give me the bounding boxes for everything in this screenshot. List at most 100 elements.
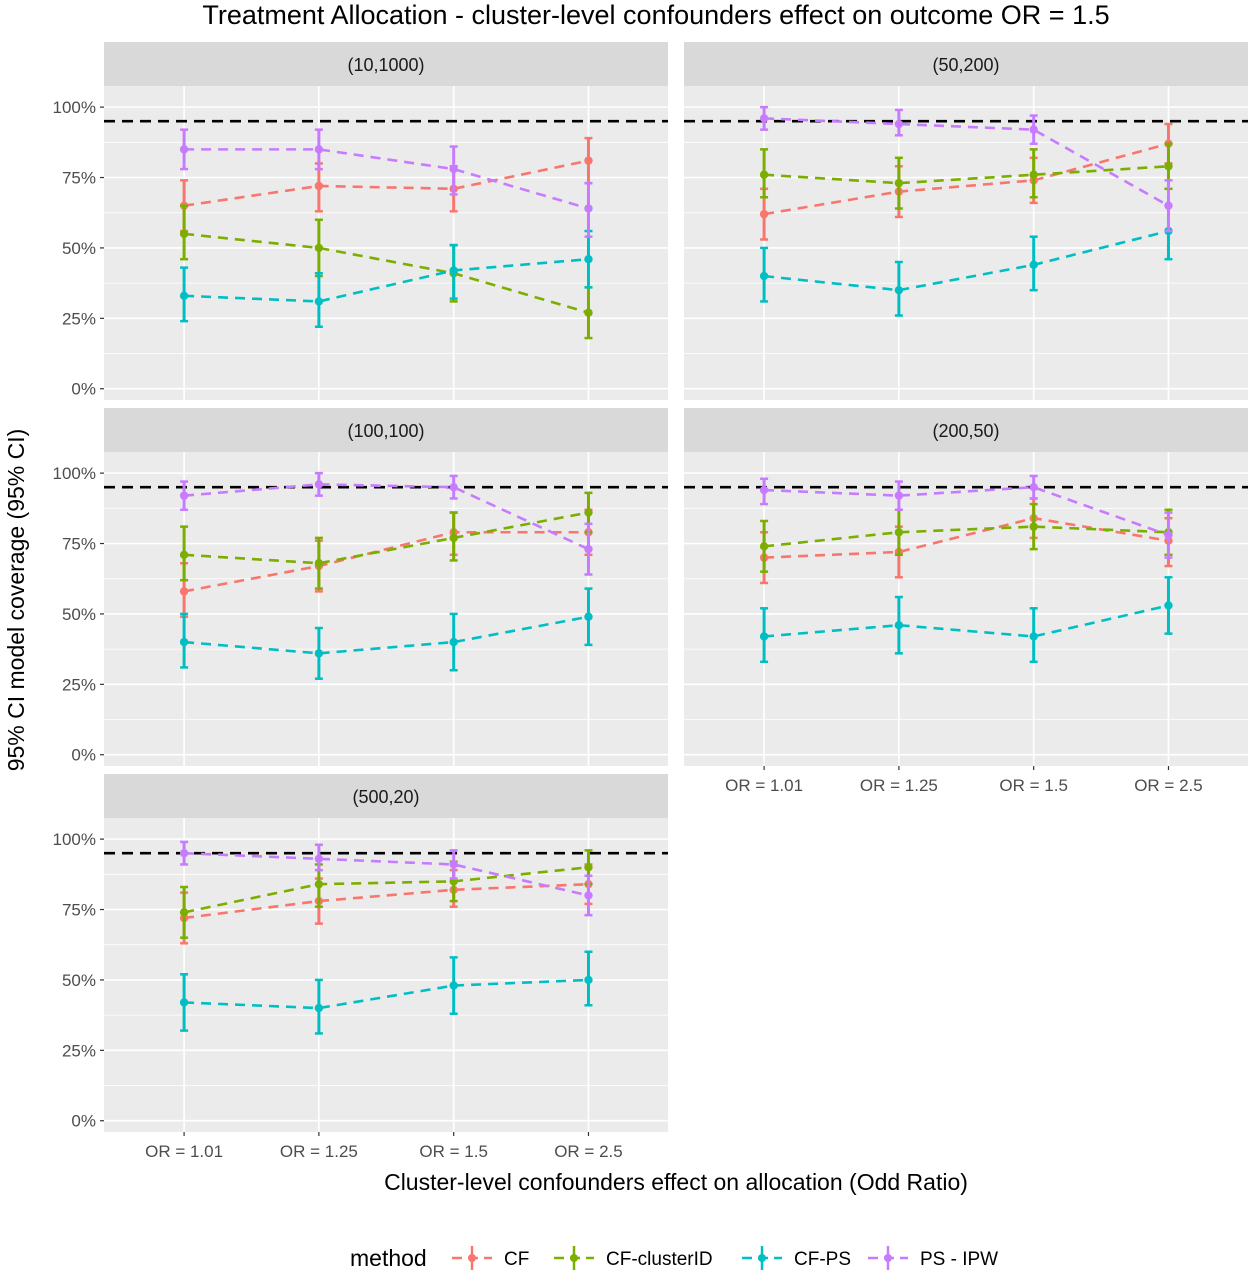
data-point (314, 879, 324, 889)
legend-label: PS - IPW (920, 1249, 998, 1270)
series-ps-ipw (179, 128, 593, 238)
series-line (184, 148, 589, 210)
data-point (759, 542, 769, 551)
data-point (584, 508, 593, 517)
legend-label: CF (504, 1249, 529, 1270)
data-point (179, 849, 189, 858)
data-point (179, 550, 189, 559)
facet-strip-label: (100,100) (347, 421, 424, 441)
y-tick-label: 0% (71, 1112, 96, 1131)
x-axis-title: Cluster-level confounders effect on allo… (384, 1169, 968, 1195)
y-axis-title: 95% CI model coverage (95% CI) (3, 429, 29, 772)
data-point (179, 637, 189, 647)
series-cf-ps (179, 950, 593, 1035)
data-point (759, 114, 769, 123)
facet-strip (104, 42, 668, 86)
series-cf-ps (179, 229, 593, 329)
data-point (314, 480, 324, 489)
panel-background (684, 452, 1248, 766)
data-point (1029, 170, 1038, 179)
data-point (1164, 162, 1173, 171)
series-line (763, 142, 1169, 216)
data-point (1164, 201, 1173, 210)
legend: method CF CF-clusterID CF-PS PS - IPW (350, 1245, 998, 1271)
panel-background (104, 86, 668, 400)
series-line (183, 865, 589, 914)
data-point (314, 649, 324, 658)
y-tick-label: 75% (62, 535, 96, 554)
data-point (179, 291, 189, 301)
data-point (314, 854, 324, 864)
legend-entry-ps-ipw: PS - IPW (868, 1246, 998, 1270)
facet-strip (684, 408, 1248, 452)
series-ps-ipw (759, 105, 1173, 233)
panel-100-100: (100,100) 0% 25% 50% 75% 100% (53, 408, 668, 766)
legend-entry-cf-ps: CF-PS (742, 1246, 851, 1270)
chart-title: Treatment Allocation - cluster-level con… (202, 0, 1109, 30)
x-tick-label: OR = 2.5 (1134, 776, 1203, 795)
facet-strip-label: (200,50) (932, 421, 999, 441)
data-point (894, 178, 904, 188)
data-point (894, 285, 904, 295)
y-tick-label: 75% (62, 901, 96, 920)
series-line (183, 232, 589, 314)
facet-strip-label: (500,20) (352, 787, 419, 807)
y-tick-label: 0% (71, 746, 96, 765)
data-point (449, 637, 458, 647)
series-ps-ipw (179, 471, 593, 576)
x-tick-label: OR = 1.25 (860, 776, 938, 795)
x-tick-label: OR = 2.5 (554, 1142, 623, 1161)
x-tick-label: OR = 1.01 (145, 1142, 223, 1161)
legend-entry-cf: CF (452, 1246, 529, 1270)
panel-background (104, 818, 668, 1132)
legend-title: method (350, 1245, 427, 1271)
series-line (183, 483, 590, 551)
data-point (179, 491, 189, 500)
data-point (894, 620, 904, 630)
series-cf-ps (179, 587, 593, 680)
data-point (1029, 483, 1038, 492)
panel-background (104, 452, 668, 766)
data-point (584, 891, 593, 900)
panel-50-200: (50,200) (684, 42, 1248, 400)
data-point (449, 860, 458, 869)
data-point (894, 491, 904, 500)
legend-label: CF-PS (794, 1249, 851, 1270)
facet-panels: (10,1000) 0% 25% 50% 75% 100% (50,200) (100,100… (53, 42, 1248, 1161)
data-point (1164, 601, 1173, 610)
data-point (314, 145, 324, 154)
series-line (183, 159, 589, 207)
data-point (759, 170, 769, 179)
data-point (584, 863, 593, 872)
data-point (314, 1003, 324, 1013)
y-tick-label: 100% (53, 98, 96, 117)
facet-strip (104, 774, 668, 818)
data-point (449, 533, 458, 543)
facet-strip (104, 408, 668, 452)
y-tick-label: 25% (62, 1041, 96, 1060)
facet-strip (684, 42, 1248, 86)
series-line (764, 117, 1170, 207)
series-line (183, 530, 589, 593)
data-point (179, 587, 189, 596)
series-line (763, 229, 1169, 292)
data-point (179, 908, 189, 917)
data-point (759, 271, 769, 281)
data-point (1029, 522, 1038, 531)
panel-500-20: (500,20) 0% 25% 50% 75% 100% OR = 1.01 OR = 1.2… (53, 774, 668, 1161)
facet-strip-label: (10,1000) (347, 55, 424, 75)
series-ps-ipw (759, 474, 1173, 559)
series-line (764, 485, 1169, 537)
data-point (314, 297, 324, 306)
y-tick-label: 25% (62, 309, 96, 328)
y-tick-label: 75% (62, 169, 96, 188)
panel-10-1000: (10,1000) 0% 25% 50% 75% 100% (53, 42, 668, 400)
y-tick-label: 25% (62, 675, 96, 694)
data-point (759, 485, 769, 495)
panel-200-50: (200,50) OR = 1.01 OR = 1.25 OR = 1.5 OR = 2… (684, 408, 1248, 795)
legend-key-point (884, 1254, 892, 1262)
facet-strip-label: (50,200) (932, 55, 999, 75)
data-point (179, 145, 189, 154)
x-tick-label: OR = 1.5 (999, 776, 1068, 795)
